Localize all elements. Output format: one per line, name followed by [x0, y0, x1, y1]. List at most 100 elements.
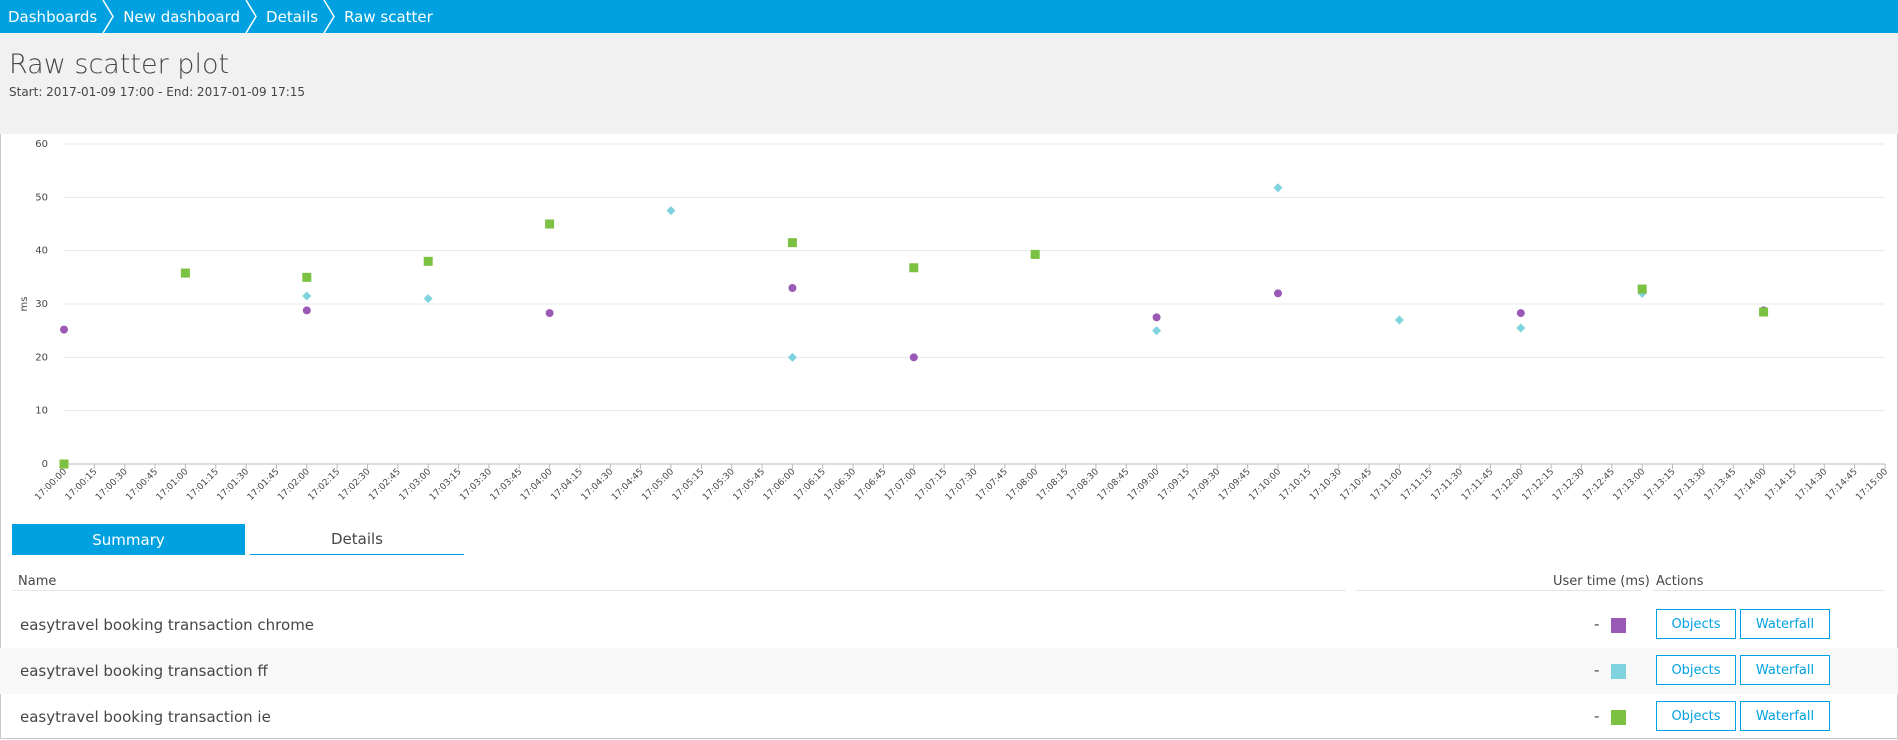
x-tick-label: 17:11:45: [1460, 467, 1496, 503]
x-tick-label: 17:06:00: [762, 467, 798, 503]
y-tick-label: 50: [35, 192, 48, 203]
x-tick-label: 17:13:30: [1672, 467, 1708, 503]
column-header-user-time[interactable]: User time (ms): [1553, 574, 1650, 589]
divider: [1653, 590, 1885, 591]
y-tick-label: 40: [35, 246, 48, 257]
waterfall-button[interactable]: Waterfall: [1740, 701, 1830, 731]
y-tick-label: 30: [35, 299, 48, 310]
data-point: [909, 353, 918, 362]
x-tick-label: 17:11:00: [1369, 467, 1405, 503]
waterfall-button[interactable]: Waterfall: [1740, 655, 1830, 685]
x-tick-label: 17:11:30: [1430, 467, 1466, 503]
column-header-name[interactable]: Name: [18, 574, 57, 589]
x-tick-label: 17:06:30: [823, 467, 859, 503]
tab-bar: Summary Details: [12, 524, 469, 555]
x-tick-label: 17:03:15: [428, 467, 464, 503]
x-tick-label: 17:02:00: [276, 467, 312, 503]
x-tick-label: 17:06:45: [853, 467, 889, 503]
scatter-chart: 0102030405060ms17:00:0017:00:1517:00:301…: [19, 139, 1890, 503]
x-tick-label: 17:14:30: [1794, 467, 1830, 503]
x-tick-label: 17:00:15: [64, 467, 100, 503]
x-tick-label: 17:12:45: [1581, 467, 1617, 503]
data-point: [1637, 284, 1647, 294]
breadcrumb-details[interactable]: Details: [258, 0, 336, 33]
x-tick-label: 17:07:45: [974, 467, 1010, 503]
data-point: [302, 306, 311, 315]
data-point: [1152, 326, 1162, 336]
data-point: [666, 206, 676, 216]
x-tick-label: 17:09:45: [1217, 467, 1253, 503]
x-tick-label: 17:02:15: [307, 467, 343, 503]
data-point: [423, 294, 433, 304]
breadcrumb: Dashboards New dashboard Details Raw sca…: [0, 0, 1898, 33]
objects-button[interactable]: Objects: [1656, 701, 1736, 731]
x-tick-label: 17:13:15: [1642, 467, 1678, 503]
table-row: easytravel booking transaction chrome - …: [0, 602, 1898, 648]
x-tick-label: 17:14:45: [1824, 467, 1860, 503]
x-tick-label: 17:07:00: [883, 467, 919, 503]
objects-button[interactable]: Objects: [1656, 655, 1736, 685]
breadcrumb-label: New dashboard: [123, 7, 241, 26]
x-tick-label: 17:08:30: [1065, 467, 1101, 503]
x-tick-label: 17:05:45: [732, 467, 768, 503]
x-tick-label: 17:04:45: [610, 467, 646, 503]
row-name: easytravel booking transaction chrome: [20, 616, 315, 634]
breadcrumb-new-dashboard[interactable]: New dashboard: [115, 0, 258, 33]
data-point: [909, 263, 919, 273]
x-tick-label: 17:02:45: [367, 467, 403, 503]
chevron-right-icon: [102, 0, 115, 33]
chevron-right-icon: [323, 0, 335, 33]
data-point: [423, 256, 433, 266]
row-name: easytravel booking transaction ff: [20, 662, 268, 680]
data-point: [1274, 289, 1282, 298]
breadcrumb-label: Dashboards: [8, 7, 98, 26]
data-point: [180, 268, 190, 278]
chevron-right-icon: [245, 0, 257, 33]
page-title: Raw scatter plot: [9, 49, 230, 80]
x-tick-label: 17:15:00: [1854, 467, 1890, 503]
breadcrumb-label: Details: [266, 7, 319, 26]
table-header: Name User time (ms) Actions: [0, 572, 1898, 592]
row-user-time: -: [1594, 615, 1600, 633]
x-tick-label: 17:11:15: [1399, 467, 1435, 503]
x-tick-label: 17:09:30: [1187, 467, 1223, 503]
data-point: [302, 272, 312, 282]
breadcrumb-dashboards[interactable]: Dashboards: [0, 0, 115, 33]
row-name: easytravel booking transaction ie: [20, 708, 271, 726]
series-color-swatch: [1611, 618, 1626, 633]
data-point: [1273, 183, 1283, 193]
x-tick-label: 17:12:30: [1551, 467, 1587, 503]
breadcrumb-raw-scatter: Raw scatter: [336, 0, 451, 33]
x-tick-label: 17:02:30: [337, 467, 373, 503]
waterfall-button[interactable]: Waterfall: [1740, 609, 1830, 639]
y-tick-label: 10: [35, 406, 48, 417]
x-tick-label: 17:00:00: [33, 467, 69, 503]
x-tick-label: 17:04:00: [519, 467, 555, 503]
x-tick-label: 17:01:45: [246, 467, 282, 503]
page-header: Raw scatter plot Start: 2017-01-09 17:00…: [0, 33, 1898, 134]
data-point: [59, 459, 69, 469]
x-tick-label: 17:08:45: [1096, 467, 1132, 503]
tab-summary[interactable]: Summary: [12, 524, 245, 555]
table-row: easytravel booking transaction ie - Obje…: [0, 694, 1898, 740]
data-point: [60, 325, 68, 334]
data-point: [545, 309, 554, 318]
data-point: [1759, 307, 1769, 317]
time-range-label: Start: 2017-01-09 17:00 - End: 2017-01-0…: [9, 85, 306, 99]
series-color-swatch: [1611, 664, 1626, 679]
x-tick-label: 17:05:15: [671, 467, 707, 503]
data-point: [787, 352, 797, 362]
x-tick-label: 17:13:00: [1612, 467, 1648, 503]
objects-button[interactable]: Objects: [1656, 609, 1736, 639]
x-tick-label: 17:08:15: [1035, 467, 1071, 503]
tab-details[interactable]: Details: [250, 524, 464, 555]
x-tick-label: 17:05:00: [640, 467, 676, 503]
x-tick-label: 17:10:15: [1278, 467, 1314, 503]
data-point: [545, 219, 555, 229]
x-tick-label: 17:08:00: [1005, 467, 1041, 503]
x-tick-label: 17:00:30: [94, 467, 130, 503]
divider: [12, 590, 1346, 591]
x-tick-label: 17:10:00: [1247, 467, 1283, 503]
x-tick-label: 17:03:45: [489, 467, 525, 503]
x-tick-label: 17:10:30: [1308, 467, 1344, 503]
